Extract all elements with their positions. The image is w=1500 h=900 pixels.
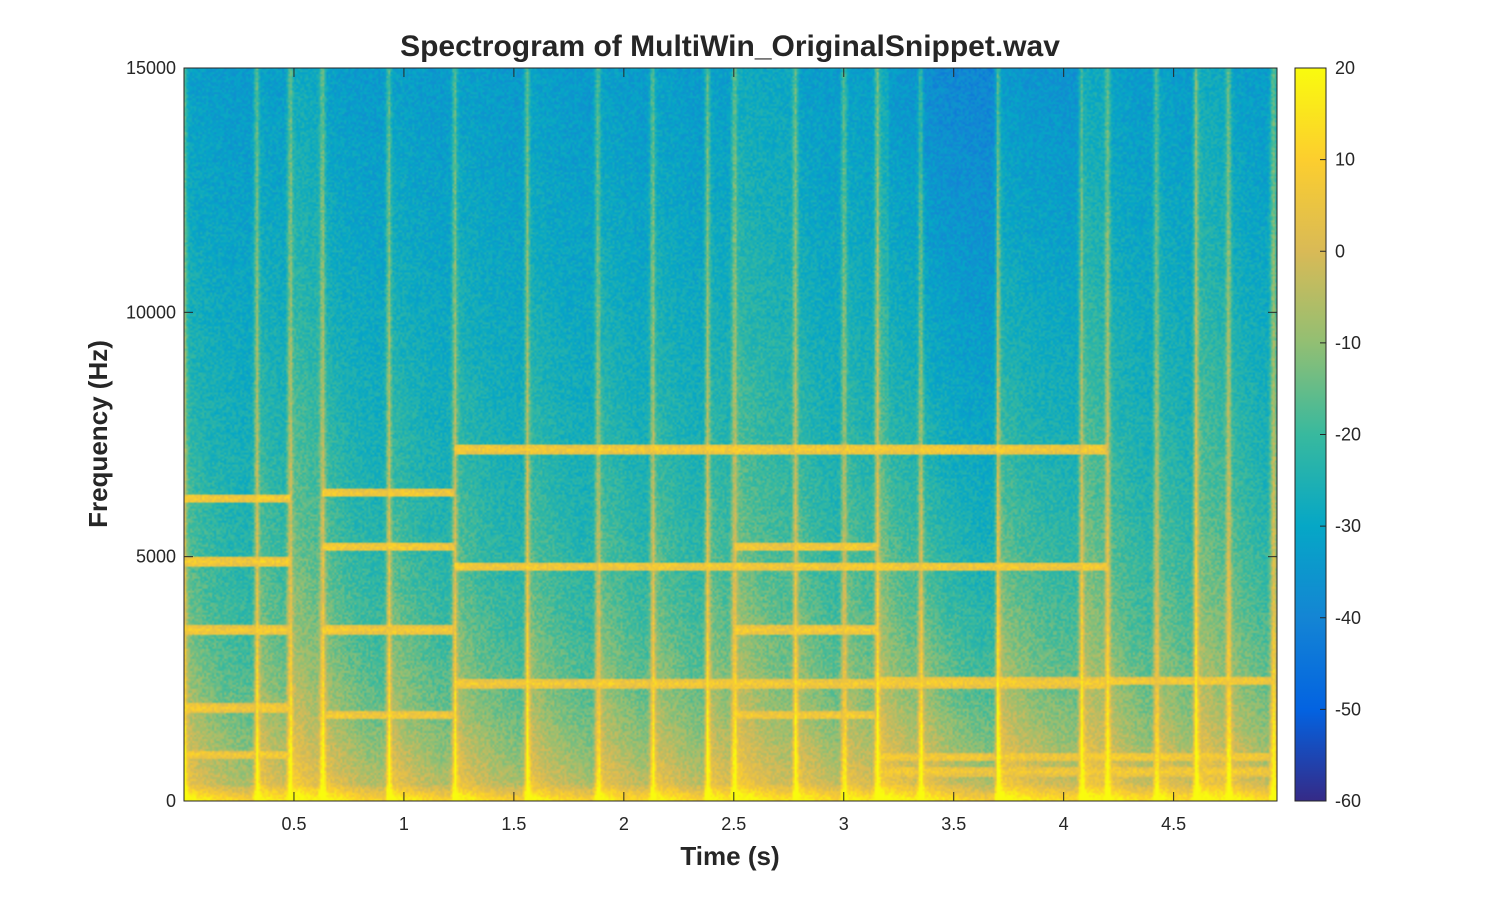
x-tick-label: 1 xyxy=(399,814,409,834)
spectrogram-plot-area xyxy=(184,68,1277,801)
spectrogram-image xyxy=(184,68,1277,801)
colorbar-tick-label: -10 xyxy=(1335,333,1361,353)
x-tick-label: 2.5 xyxy=(721,814,746,834)
x-axis: 0.5 1 1.5 2 2.5 3 3.5 4 4.5 xyxy=(281,68,1186,834)
colorbar-axis: 20 10 0 -10 -20 -30 -40 -50 -60 xyxy=(1320,58,1361,811)
y-tick-label: 15000 xyxy=(126,58,176,78)
x-tick-label: 4.5 xyxy=(1161,814,1186,834)
colorbar-tick-label: 0 xyxy=(1335,241,1345,261)
colorbar-tick-label: 20 xyxy=(1335,58,1355,78)
chart-title: Spectrogram of MultiWin_OriginalSnippet.… xyxy=(400,30,1060,63)
colorbar-tick-label: -60 xyxy=(1335,791,1361,811)
y-axis: 0 5000 10000 15000 xyxy=(126,58,1277,811)
colorbar-tick-label: -30 xyxy=(1335,516,1361,536)
x-tick-label: 4 xyxy=(1059,814,1069,834)
y-tick-label: 10000 xyxy=(126,302,176,322)
x-tick-label: 0.5 xyxy=(281,814,306,834)
plot-frame xyxy=(183,67,1278,802)
y-tick-label: 0 xyxy=(166,791,176,811)
x-tick-label: 1.5 xyxy=(501,814,526,834)
colorbar-tick-label: -20 xyxy=(1335,425,1361,445)
colorbar-tick-label: -40 xyxy=(1335,608,1361,628)
x-tick-label: 3.5 xyxy=(941,814,966,834)
colorbar-tick-label: -50 xyxy=(1335,699,1361,719)
x-tick-label: 2 xyxy=(619,814,629,834)
colorbar-tick-label: 10 xyxy=(1335,150,1355,170)
y-tick-label: 5000 xyxy=(136,547,176,567)
x-axis-label: Time (s) xyxy=(680,841,779,871)
y-axis-label: Frequency (Hz) xyxy=(83,340,113,528)
x-tick-label: 3 xyxy=(839,814,849,834)
